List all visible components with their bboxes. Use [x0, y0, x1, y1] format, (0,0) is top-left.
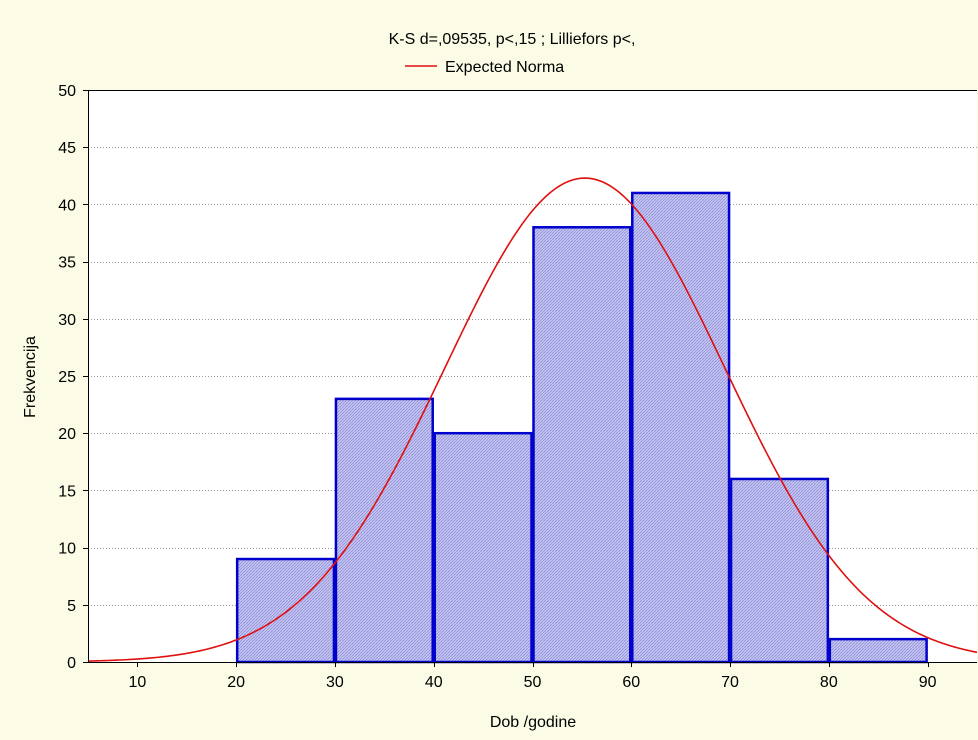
histogram-bar	[828, 637, 928, 664]
x-ticks: 10 20 30 40 50 60 70 80 90	[128, 662, 937, 691]
histogram-bar	[631, 191, 731, 664]
y-axis-title: Frekvencija	[22, 336, 39, 418]
histogram-bar	[334, 397, 434, 664]
x-tick-label: 60	[622, 674, 640, 691]
chart-title: K-S d=,09535, p<,15 ; Lilliefors p<,	[389, 31, 636, 48]
x-tick-label: 10	[128, 674, 146, 691]
y-tick-label: 0	[67, 655, 76, 672]
x-axis-title: Dob /godine	[490, 714, 576, 731]
histogram-bar	[532, 226, 632, 664]
y-tick-label: 20	[58, 426, 76, 443]
normal-curve	[88, 177, 977, 662]
x-tick-label: 40	[425, 674, 443, 691]
y-tick-label: 15	[58, 483, 76, 500]
x-tick-label: 20	[227, 674, 245, 691]
y-tick-label: 25	[58, 369, 76, 386]
legend: Expected Norma	[405, 59, 564, 76]
histogram-bar	[729, 477, 830, 664]
x-tick-label: 70	[721, 674, 739, 691]
y-tick-label: 35	[58, 255, 76, 272]
y-tick-label: 45	[58, 140, 76, 157]
expected-normal-curve	[88, 177, 977, 662]
histogram-bars	[235, 191, 928, 664]
y-tick-label: 40	[58, 197, 76, 214]
x-tick-label: 90	[919, 674, 937, 691]
y-tick-label: 10	[58, 541, 76, 558]
y-tick-label: 50	[58, 83, 76, 100]
legend-label: Expected Norma	[445, 59, 564, 76]
histogram-bar	[433, 431, 533, 664]
y-ticks: 0 5 10 15 20 25 30 35 40 45 50	[58, 83, 88, 672]
x-tick-label: 30	[326, 674, 344, 691]
x-tick-label: 50	[524, 674, 542, 691]
y-tick-label: 5	[67, 598, 76, 615]
x-tick-label: 80	[820, 674, 838, 691]
y-tick-label: 30	[58, 312, 76, 329]
histogram-bar	[235, 557, 336, 664]
